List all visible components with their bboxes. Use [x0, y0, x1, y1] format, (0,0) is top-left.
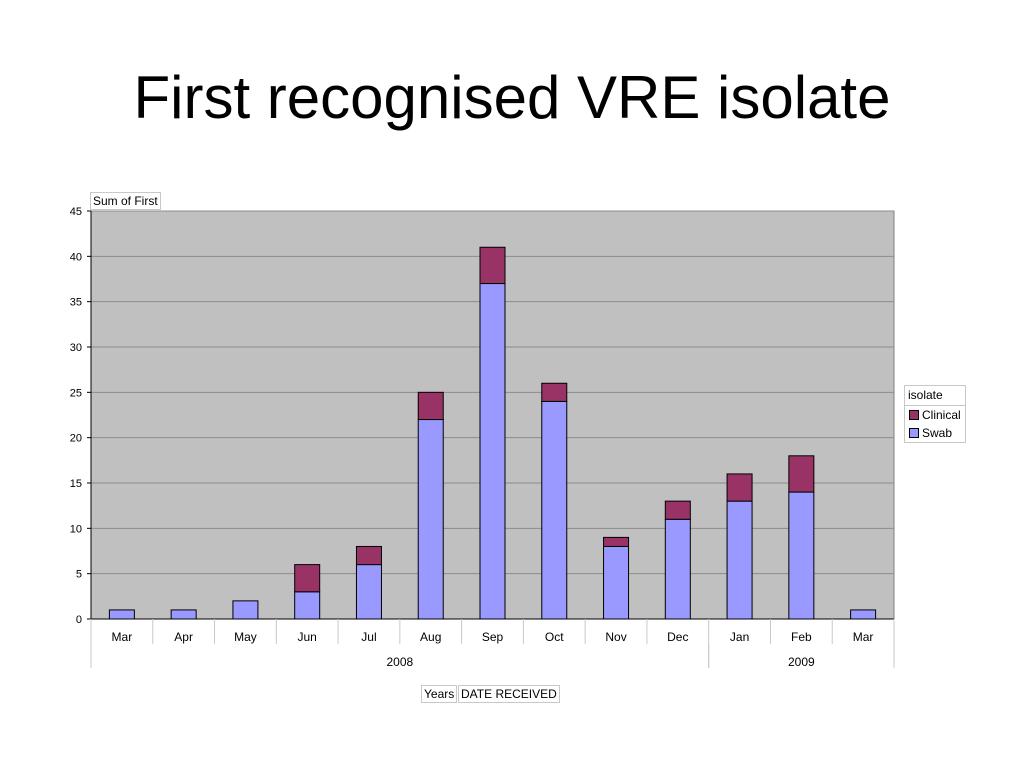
y-tick-label-25: 25 — [70, 387, 82, 399]
bar-swab-10 — [726, 500, 753, 620]
legend-title-isolate-button[interactable]: isolate — [905, 386, 965, 406]
bar-clinical-8 — [603, 536, 630, 547]
x-tick-label-1: Apr — [174, 630, 193, 644]
bar-swab-3 — [294, 591, 321, 620]
y-tick-label-20: 20 — [70, 433, 82, 445]
x-tick-label-6: Sep — [482, 630, 504, 644]
bar-swab-12 — [850, 609, 877, 620]
bar-clinical-6 — [479, 246, 506, 285]
x-tick-label-2: May — [234, 630, 257, 644]
legend-swatch-clinical — [909, 410, 919, 420]
x-tick-label-4: Jul — [361, 630, 376, 644]
bar-swab-2 — [232, 600, 259, 620]
x-tick-label-7: Oct — [545, 630, 564, 644]
pivot-date-received-field-button[interactable]: DATE RECEIVED — [458, 685, 560, 703]
x-tick-label-3: Jun — [298, 630, 317, 644]
bar-clinical-11 — [788, 455, 815, 493]
x-group-label-2008: 2008 — [386, 655, 413, 669]
legend-swatch-swab — [909, 428, 919, 438]
pivot-years-field-button[interactable]: Years — [421, 685, 458, 703]
bar-clinical-7 — [541, 382, 568, 402]
slide-title: First recognised VRE isolate — [133, 64, 891, 131]
legend-label-clinical: Clinical — [922, 408, 961, 422]
y-tick-label-10: 10 — [70, 523, 82, 535]
y-tick-label-45: 45 — [70, 206, 82, 218]
x-tick-label-5: Aug — [420, 630, 441, 644]
bar-clinical-10 — [726, 473, 753, 502]
bar-clinical-9 — [664, 500, 691, 520]
bar-swab-11 — [788, 491, 815, 620]
legend: isolate Clinical Swab — [904, 385, 966, 443]
bar-clinical-5 — [417, 391, 444, 421]
x-tick-label-9: Dec — [667, 630, 688, 644]
bar-swab-6 — [479, 283, 506, 620]
y-tick-label-15: 15 — [70, 478, 82, 490]
legend-label-swab: Swab — [922, 426, 953, 440]
bar-swab-4 — [355, 564, 382, 620]
bar-clinical-4 — [355, 545, 382, 566]
x-tick-label-12: Mar — [853, 630, 874, 644]
y-tick-label-5: 5 — [76, 569, 82, 581]
x-tick-label-10: Jan — [730, 630, 749, 644]
bar-swab-8 — [603, 545, 630, 620]
legend-item-clinical: Clinical — [905, 406, 965, 424]
bar-swab-0 — [108, 609, 135, 620]
x-tick-label-11: Feb — [791, 630, 812, 644]
bar-swab-7 — [541, 400, 568, 620]
y-tick-label-0: 0 — [76, 614, 82, 626]
y-tick-label-30: 30 — [70, 342, 82, 354]
bar-clinical-3 — [294, 564, 321, 593]
x-group-label-2009: 2009 — [788, 655, 815, 669]
x-tick-label-0: Mar — [112, 630, 133, 644]
x-tick-label-8: Nov — [605, 630, 626, 644]
pivot-data-field-button[interactable]: Sum of First — [90, 192, 161, 210]
bar-swab-9 — [664, 518, 691, 620]
y-tick-label-40: 40 — [70, 251, 82, 263]
bar-swab-1 — [170, 609, 197, 620]
bar-swab-5 — [417, 419, 444, 620]
legend-item-swab: Swab — [905, 424, 965, 442]
y-tick-label-35: 35 — [70, 297, 82, 309]
